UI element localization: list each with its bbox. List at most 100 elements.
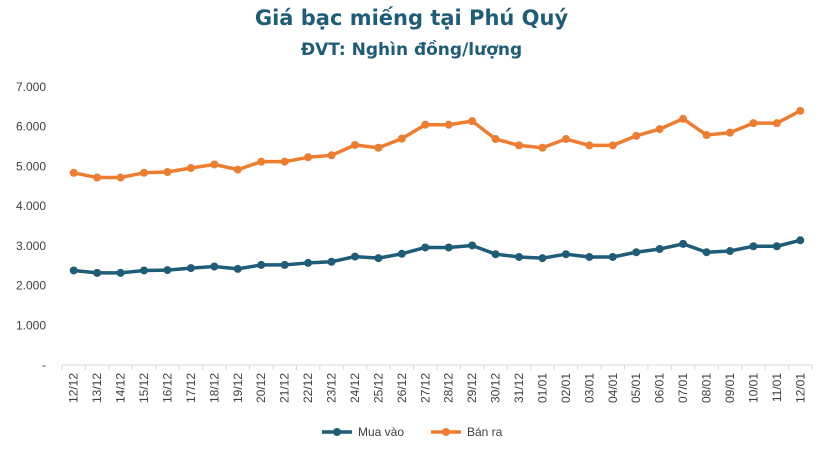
data-point	[491, 250, 500, 259]
data-point	[421, 120, 430, 129]
x-tick-label: 18/12	[207, 373, 221, 403]
data-point	[515, 141, 524, 150]
data-point	[233, 264, 242, 273]
x-tick-label: 20/12	[254, 373, 268, 403]
data-point	[538, 143, 547, 152]
data-point	[725, 247, 734, 256]
x-tick-label: 21/12	[278, 373, 292, 403]
data-point	[210, 160, 219, 169]
x-tick-label: 24/12	[348, 373, 362, 403]
x-tick-label: 23/12	[325, 373, 339, 403]
data-point	[655, 125, 664, 134]
x-tick-label: 30/12	[489, 373, 503, 403]
data-point	[749, 119, 758, 128]
data-point	[679, 114, 688, 123]
legend-label: Mua vào	[358, 425, 404, 439]
data-point	[210, 262, 219, 271]
data-point	[350, 140, 359, 149]
legend-marker	[442, 428, 450, 436]
data-point	[725, 128, 734, 137]
y-tick-label: 6.000	[16, 120, 46, 134]
data-point	[515, 252, 524, 261]
data-point	[140, 168, 149, 177]
legend-marker	[333, 428, 341, 436]
data-point	[585, 141, 594, 150]
x-tick-label: 10/01	[746, 373, 760, 403]
data-point	[796, 106, 805, 115]
x-tick-label: 29/12	[465, 373, 479, 403]
data-point	[163, 266, 172, 275]
x-tick-label: 08/01	[700, 373, 714, 403]
data-point	[69, 266, 78, 275]
x-tick-label: 11/01	[770, 373, 784, 402]
data-point	[374, 143, 383, 152]
x-tick-label: 06/01	[653, 373, 667, 403]
x-tick-label: 19/12	[231, 373, 245, 403]
data-point	[608, 252, 617, 261]
y-tick-label: 4.000	[16, 199, 46, 213]
data-point	[327, 257, 336, 266]
data-point	[374, 254, 383, 263]
series-line-ban-ra	[73, 109, 802, 180]
data-point	[350, 252, 359, 261]
data-point	[280, 157, 289, 166]
data-point	[233, 165, 242, 174]
data-point	[304, 153, 313, 162]
series-line-mua-vao	[73, 238, 801, 275]
data-point	[468, 241, 477, 250]
data-point	[491, 135, 500, 144]
y-tick-label: 3.000	[16, 239, 46, 253]
data-point	[327, 151, 336, 160]
data-point	[257, 260, 266, 269]
x-tick-label: 13/12	[90, 373, 104, 403]
x-tick-label: 25/12	[371, 373, 385, 403]
data-point	[468, 117, 477, 126]
x-tick-label: 02/01	[559, 373, 573, 403]
data-point	[163, 167, 172, 176]
data-point	[772, 119, 781, 128]
chart-title: Giá bạc miếng tại Phú Quý	[254, 6, 569, 30]
data-point	[397, 249, 406, 258]
data-point	[749, 242, 758, 251]
data-point	[655, 245, 664, 254]
data-point	[421, 243, 430, 252]
data-point	[796, 236, 805, 245]
y-tick-label: 2.000	[16, 279, 46, 293]
data-point	[116, 268, 125, 277]
data-point	[140, 266, 149, 275]
data-point	[186, 264, 195, 273]
x-tick-label: 05/01	[629, 373, 643, 403]
data-point	[444, 243, 453, 252]
y-tick-label: 5.000	[16, 159, 46, 173]
x-tick-label: 12/01	[793, 373, 807, 403]
x-tick-label: 22/12	[301, 373, 315, 403]
x-tick-label: 04/01	[606, 373, 620, 403]
x-tick-label: 09/01	[723, 373, 737, 403]
x-tick-label: 15/12	[137, 373, 151, 403]
x-tick-label: 03/01	[582, 373, 596, 403]
data-point	[561, 135, 570, 144]
data-point	[561, 250, 570, 259]
x-tick-label: 16/12	[160, 373, 174, 403]
y-tick-label: 7.000	[16, 80, 46, 94]
data-point	[608, 141, 617, 150]
data-point	[304, 258, 313, 267]
data-point	[116, 173, 125, 182]
x-tick-label: 12/12	[67, 373, 81, 403]
data-point	[679, 239, 688, 248]
data-point	[632, 131, 641, 140]
data-point	[632, 248, 641, 257]
data-point	[538, 254, 547, 263]
x-tick-label: 26/12	[395, 373, 409, 403]
data-point	[186, 164, 195, 173]
x-tick-label: 28/12	[442, 373, 456, 403]
data-point	[397, 134, 406, 143]
data-point	[93, 173, 102, 182]
data-point	[702, 131, 711, 140]
y-tick-label: 1.000	[16, 318, 46, 332]
chart-subtitle: ĐVT: Nghìn đồng/lượng	[300, 40, 523, 60]
x-tick-label: 07/01	[676, 373, 690, 403]
data-point	[257, 157, 266, 166]
data-point	[585, 252, 594, 261]
